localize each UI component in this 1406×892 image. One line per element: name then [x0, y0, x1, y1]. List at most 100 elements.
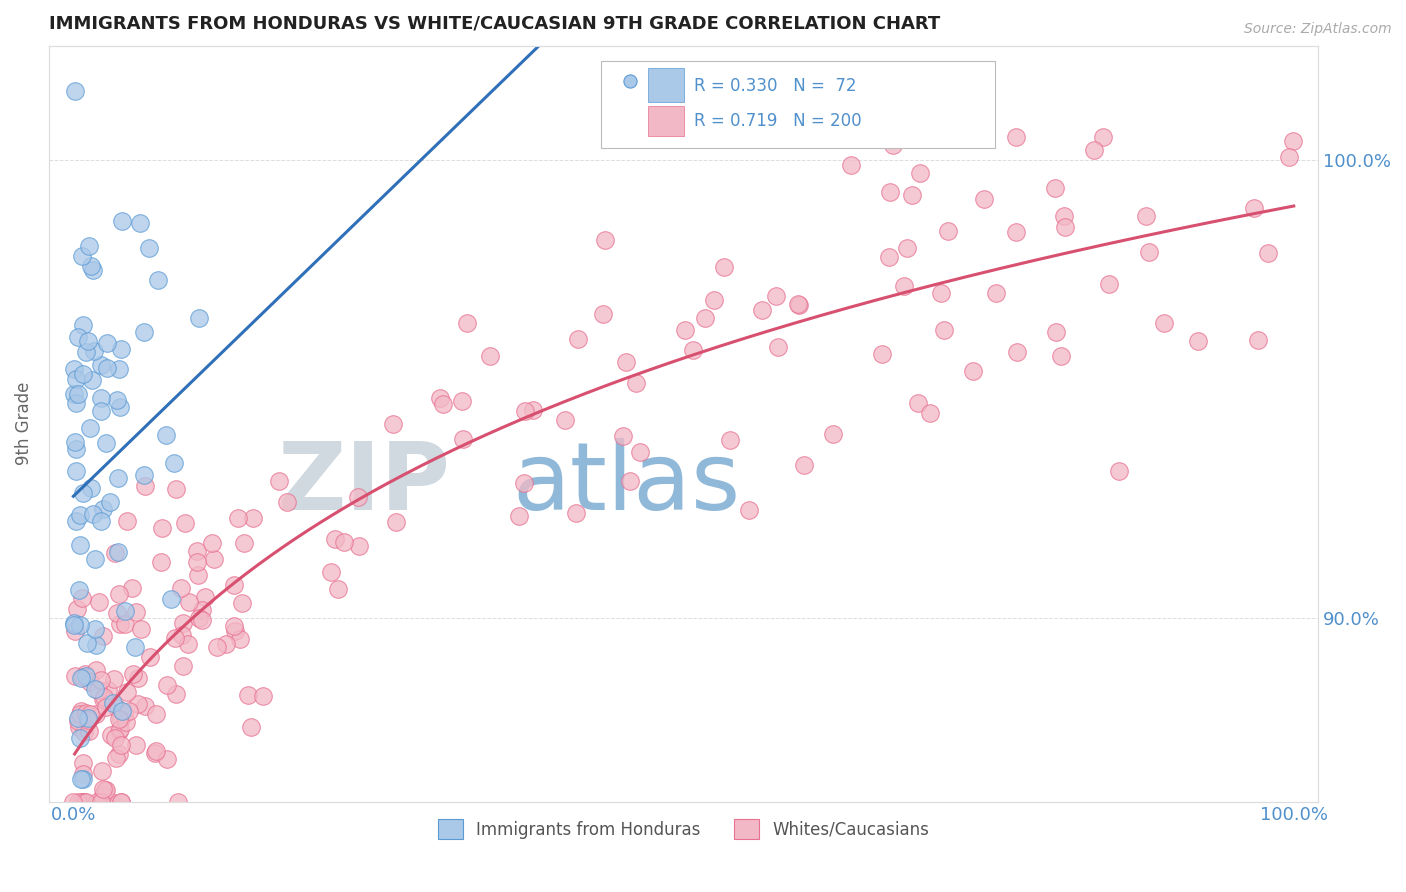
Point — [172, 615, 194, 630]
Point — [333, 535, 356, 549]
Point — [893, 279, 915, 293]
Point — [456, 316, 478, 330]
Legend: Immigrants from Honduras, Whites/Caucasians: Immigrants from Honduras, Whites/Caucasi… — [432, 813, 936, 847]
Point — [93, 690, 115, 704]
Point — [100, 728, 122, 742]
Point — [76, 635, 98, 649]
Point — [1092, 130, 1115, 145]
Point — [127, 697, 149, 711]
Point — [228, 511, 250, 525]
Point — [80, 481, 103, 495]
Point — [793, 458, 815, 472]
Point — [128, 216, 150, 230]
Point — [1135, 210, 1157, 224]
Point — [936, 224, 959, 238]
Point — [82, 507, 104, 521]
Point — [91, 692, 114, 706]
Point — [75, 795, 97, 809]
Point — [90, 391, 112, 405]
Point — [478, 349, 501, 363]
Point — [104, 547, 127, 561]
Point — [91, 764, 114, 779]
Point — [72, 670, 94, 684]
Point — [72, 318, 94, 333]
Point — [80, 373, 103, 387]
Point — [240, 720, 263, 734]
Point — [238, 689, 260, 703]
Point — [614, 355, 637, 369]
Point — [96, 436, 118, 450]
Point — [69, 582, 91, 597]
Text: ZIP: ZIP — [277, 438, 450, 530]
Point — [91, 781, 114, 796]
Point — [765, 289, 787, 303]
Point — [84, 681, 107, 696]
Point — [65, 396, 87, 410]
Point — [70, 249, 93, 263]
Point — [134, 698, 156, 713]
Point — [75, 345, 97, 359]
Point — [90, 404, 112, 418]
FancyBboxPatch shape — [600, 61, 994, 148]
Point — [110, 722, 132, 736]
Point — [76, 711, 98, 725]
Point — [1053, 209, 1076, 223]
Point — [96, 335, 118, 350]
Point — [93, 782, 115, 797]
Point — [62, 618, 84, 632]
Y-axis label: 9th Grade: 9th Grade — [15, 382, 32, 466]
Point — [67, 330, 90, 344]
Text: R = 0.330   N =  72: R = 0.330 N = 72 — [693, 77, 856, 95]
Point — [907, 396, 929, 410]
Point — [87, 594, 110, 608]
Point — [129, 622, 152, 636]
Point — [932, 323, 955, 337]
Point — [222, 619, 245, 633]
Point — [166, 795, 188, 809]
Point — [125, 739, 148, 753]
Point — [107, 545, 129, 559]
Point — [138, 241, 160, 255]
Point — [107, 747, 129, 762]
Point — [931, 285, 953, 300]
Point — [222, 578, 245, 592]
Point — [787, 297, 810, 311]
Point — [174, 516, 197, 530]
Point — [69, 707, 91, 722]
Point — [72, 756, 94, 770]
Point — [115, 715, 138, 730]
Point — [207, 640, 229, 654]
Point — [1005, 345, 1028, 359]
Point — [107, 606, 129, 620]
Point — [170, 581, 193, 595]
Point — [432, 397, 454, 411]
Point — [450, 394, 472, 409]
Point — [204, 551, 226, 566]
Point — [121, 581, 143, 595]
Point — [385, 515, 408, 529]
Point — [62, 795, 84, 809]
Point — [269, 474, 291, 488]
Point — [103, 731, 125, 745]
Point — [111, 704, 134, 718]
Point — [908, 165, 931, 179]
Point — [73, 725, 96, 739]
Point — [67, 720, 90, 734]
Point — [682, 343, 704, 357]
Point — [79, 675, 101, 690]
Point — [918, 405, 941, 419]
Point — [66, 795, 89, 809]
Bar — [648, 106, 683, 136]
Point — [79, 421, 101, 435]
Point — [104, 751, 127, 765]
Point — [73, 666, 96, 681]
Point — [451, 432, 474, 446]
Point — [522, 402, 544, 417]
Point — [1053, 220, 1076, 235]
Point — [508, 509, 530, 524]
Point — [1247, 333, 1270, 347]
Point — [1005, 225, 1028, 239]
Point — [115, 514, 138, 528]
Point — [187, 567, 209, 582]
Point — [83, 343, 105, 358]
